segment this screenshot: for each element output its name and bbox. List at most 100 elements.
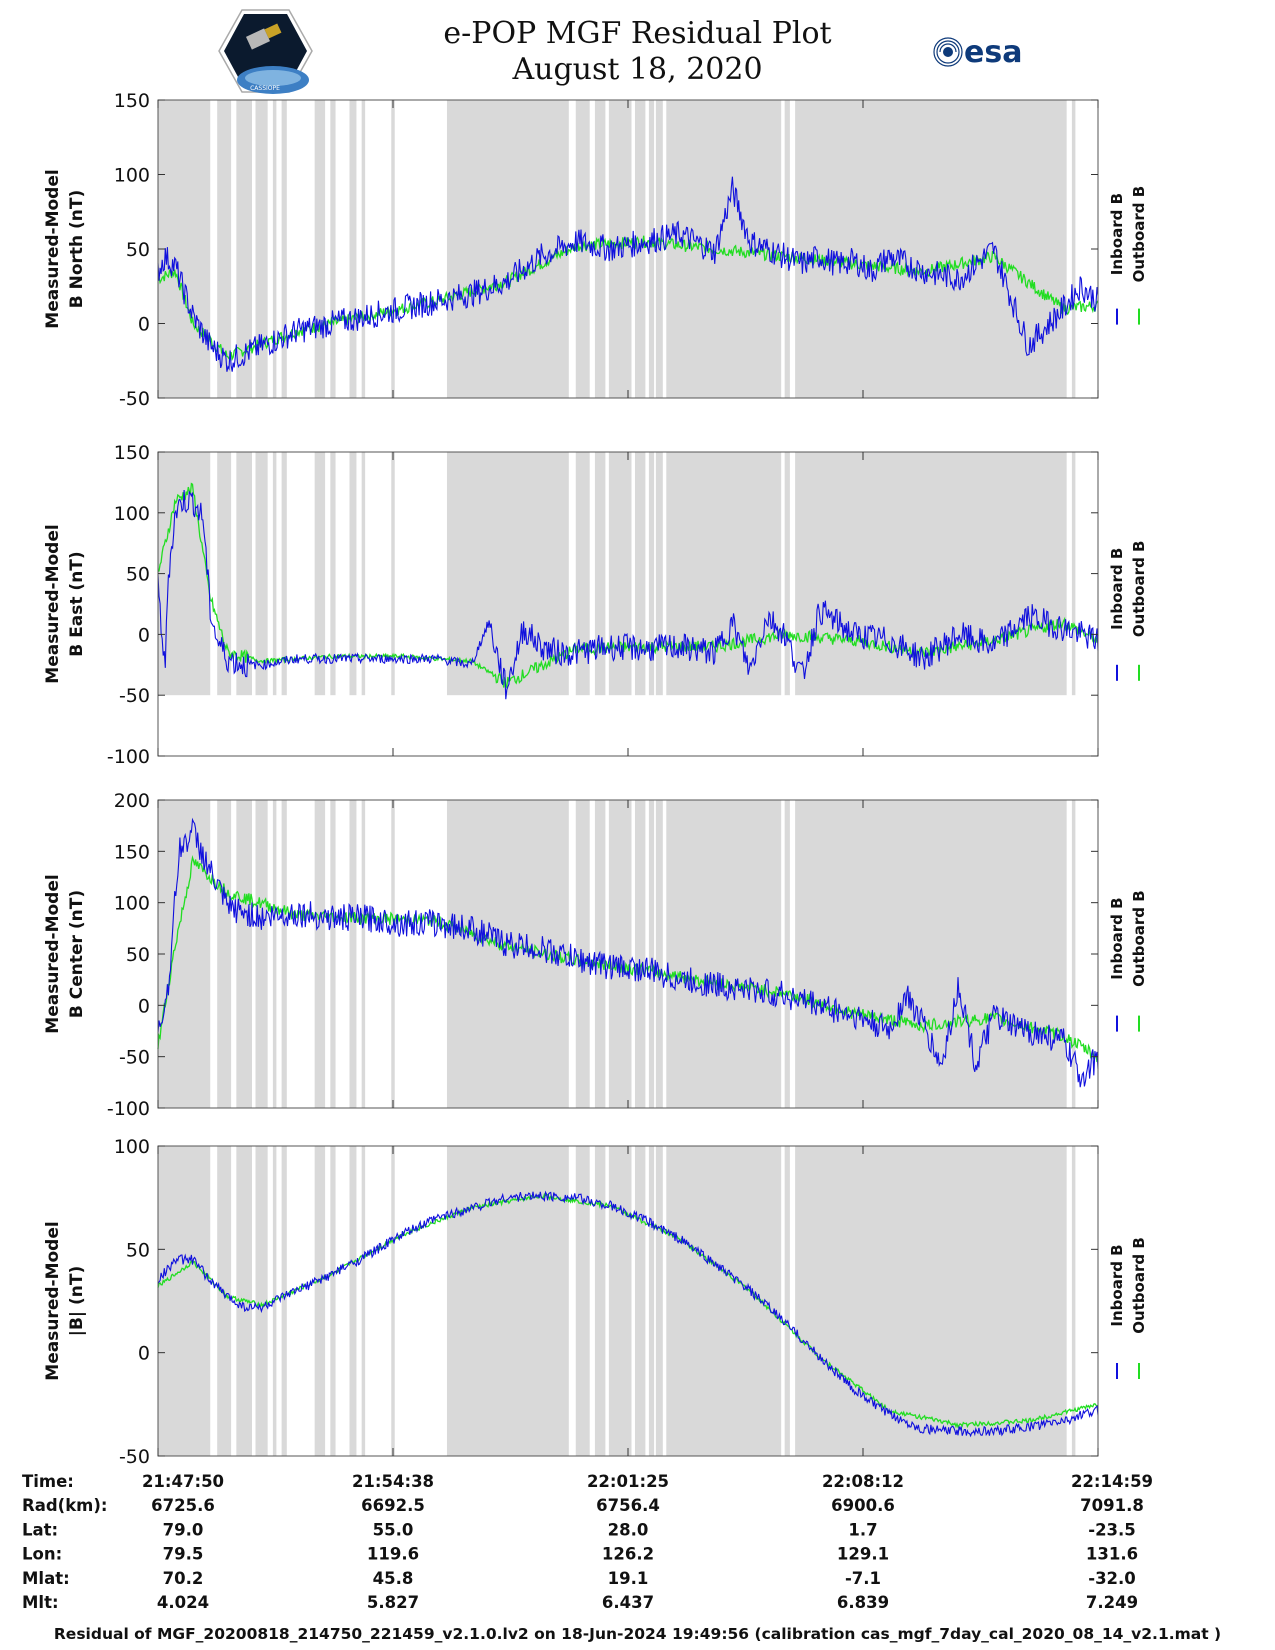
y-axis-label: Measured-Model [43, 874, 63, 1033]
shade-interval [666, 1146, 782, 1456]
table-cell: -7.1 [845, 1569, 881, 1588]
shade-interval [795, 100, 1067, 398]
row-label: Mlat: [22, 1569, 70, 1588]
shade-interval [1071, 1146, 1076, 1456]
series-line-inboard [157, 817, 1099, 1088]
shade-interval [1071, 100, 1076, 398]
shade-interval [272, 100, 277, 398]
shade-interval [575, 1146, 590, 1456]
shade-interval [281, 100, 287, 398]
table-cell: -32.0 [1088, 1569, 1136, 1588]
shade-interval [236, 800, 252, 1108]
shade-interval [784, 452, 790, 696]
shade-interval [314, 1146, 326, 1456]
shade-interval [330, 1146, 336, 1456]
chart-title-line1: e-POP MGF Residual Plot [443, 16, 832, 51]
shade-interval [236, 1146, 252, 1456]
shade-interval [784, 1146, 790, 1456]
table-cell: 6725.6 [151, 1496, 215, 1515]
table-cell: 19.1 [608, 1569, 649, 1588]
series-line-inboard [157, 176, 1099, 372]
y-tick-label: 50 [126, 564, 150, 586]
shade-interval [391, 100, 395, 398]
y-tick-label: 0 [138, 624, 150, 646]
shade-interval [272, 452, 277, 696]
table-cell: 6756.4 [596, 1496, 660, 1515]
y-tick-label: -100 [107, 1098, 150, 1120]
cassiope-logo: CASSIOPE [218, 9, 313, 94]
row-label: Mlt: [22, 1593, 59, 1612]
shade-interval [391, 1146, 395, 1456]
shade-interval [648, 100, 655, 398]
shade-interval [217, 800, 232, 1108]
table-cell: 7091.8 [1080, 1496, 1144, 1515]
shade-interval [608, 100, 632, 398]
y-tick-label: -50 [119, 685, 150, 707]
y-tick-label: 0 [138, 995, 150, 1017]
y-tick-label: 100 [114, 503, 150, 525]
y-tick-label: 150 [114, 841, 150, 863]
shade-interval [594, 1146, 606, 1456]
shade-interval [361, 452, 366, 696]
shade-interval [648, 452, 655, 696]
table-cell: 6692.5 [361, 1496, 425, 1515]
shade-interval [608, 1146, 632, 1456]
shade-interval [655, 452, 663, 696]
shade-interval [634, 1146, 646, 1456]
panel-3: -100 -50 0 50 100 150 200 Measured-Model B Cente… [43, 790, 1148, 1120]
legend-label-inboard: Inboard B [1108, 1244, 1126, 1326]
shade-interval [648, 1146, 655, 1456]
table-cell: -23.5 [1088, 1520, 1136, 1539]
y-axis-label: Measured-Model [43, 169, 63, 328]
y-tick-label: 100 [114, 165, 150, 187]
legend-label-outboard: Outboard B [1130, 541, 1148, 638]
y-tick-label: 150 [114, 442, 150, 464]
shade-interval [158, 100, 211, 398]
shade-interval [361, 100, 366, 398]
cassiope-logo-text: CASSIOPE [250, 85, 280, 92]
row-label: Time: [22, 1472, 74, 1491]
shade-interval [330, 100, 336, 398]
table-cell: 119.6 [367, 1545, 419, 1564]
y-tick-label: 0 [138, 1343, 150, 1365]
shade-interval [217, 452, 232, 696]
shade-interval [608, 452, 632, 696]
legend-label-inboard: Inboard B [1108, 548, 1126, 630]
shade-interval [608, 800, 632, 1108]
shade-interval [648, 800, 655, 1108]
panel-4: -50 0 50 100 Measured-Model |B| (nT) Inboard B… [43, 1136, 1148, 1468]
shade-interval [1071, 452, 1076, 696]
shade-interval [575, 452, 590, 696]
shade-interval [666, 800, 782, 1108]
shade-interval [446, 100, 569, 398]
table-cell: 1.7 [848, 1520, 877, 1539]
y-tick-label: 100 [114, 1136, 150, 1158]
table-cell: 55.0 [373, 1520, 414, 1539]
shade-interval [281, 800, 287, 1108]
shade-interval [255, 452, 268, 696]
esa-logo: esa [933, 35, 1022, 70]
esa-logo-text: esa [964, 35, 1022, 70]
table-cell: 22:14:59 [1071, 1472, 1153, 1491]
shade-interval [255, 100, 268, 398]
footer-caption: Residual of MGF_20200818_214750_221459_v… [53, 1625, 1222, 1643]
shade-interval [361, 800, 366, 1108]
shade-interval [349, 100, 357, 398]
y-axis-label: B Center (nT) [67, 890, 87, 1018]
table-cell: 7.249 [1086, 1593, 1138, 1612]
series-line-inboard [157, 489, 1099, 700]
y-axis-label: Measured-Model [43, 524, 63, 683]
row-label: Rad(km): [22, 1496, 108, 1515]
y-tick-label: -50 [119, 1047, 150, 1069]
shade-interval [634, 452, 646, 696]
chart-title-line2: August 18, 2020 [512, 52, 763, 87]
shade-interval [1071, 800, 1076, 1108]
table-cell: 79.0 [163, 1520, 204, 1539]
y-tick-label: 100 [114, 893, 150, 915]
table-cell: 4.024 [157, 1593, 209, 1612]
table-cell: 28.0 [608, 1520, 649, 1539]
y-tick-label: 200 [114, 790, 150, 812]
shade-interval [349, 452, 357, 696]
table-cell: 126.2 [602, 1545, 654, 1564]
legend-label-outboard: Outboard B [1130, 186, 1148, 283]
